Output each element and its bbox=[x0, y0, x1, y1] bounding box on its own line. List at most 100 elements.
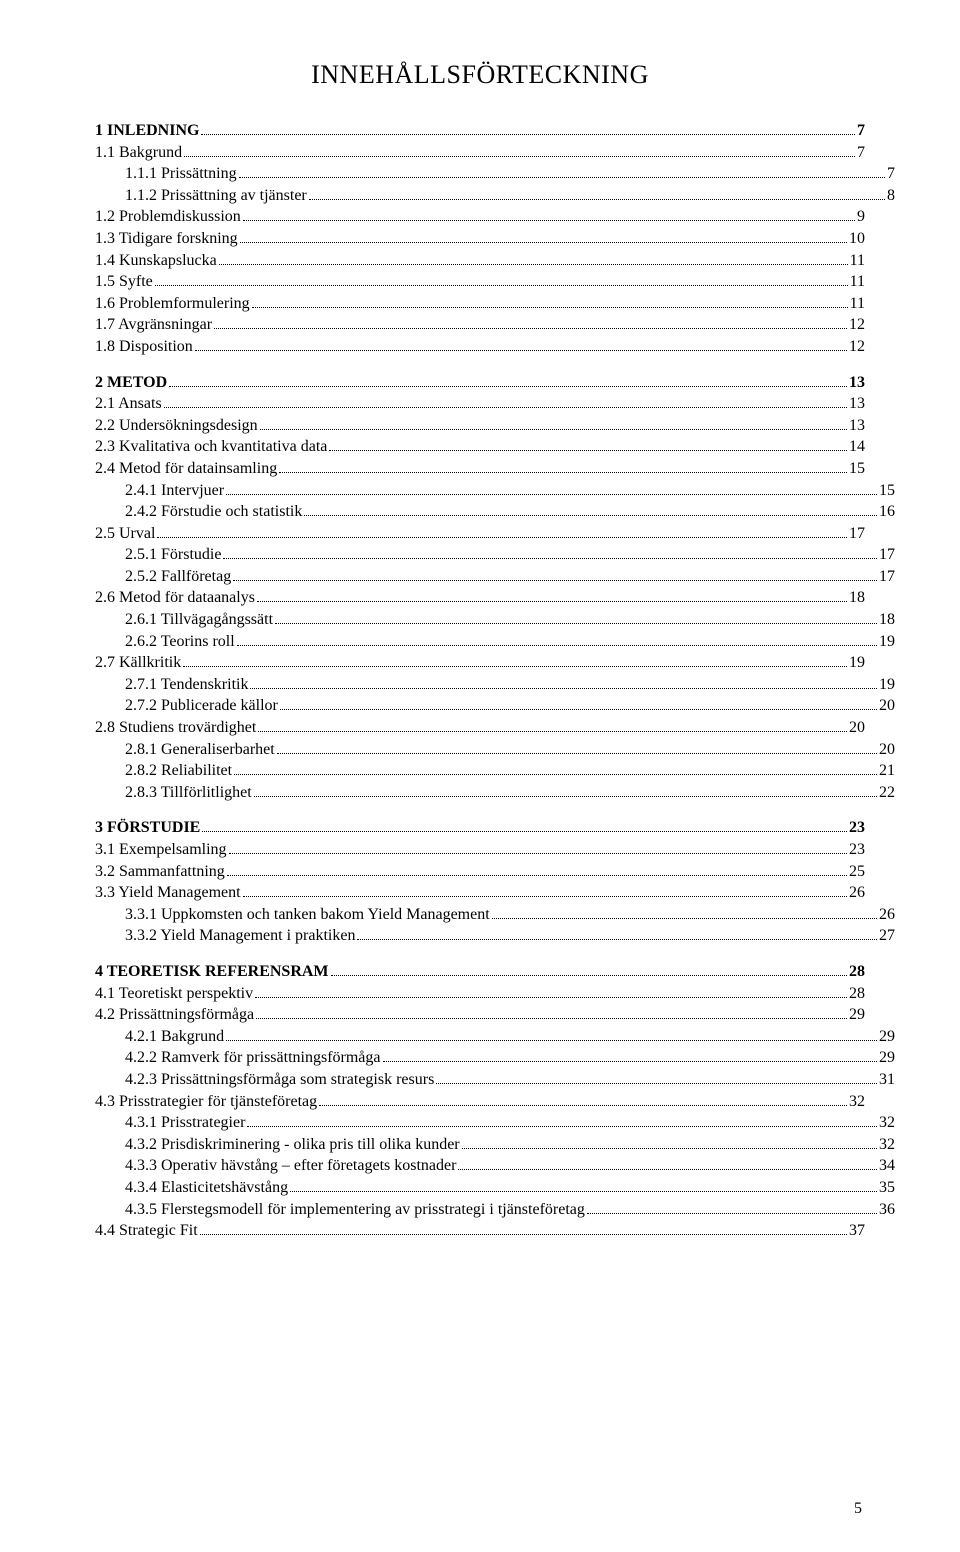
toc-label: 2.7.1 Tendenskritik bbox=[125, 674, 248, 696]
toc-label: 2.4.2 Förstudie och statistik bbox=[125, 501, 302, 523]
toc-label: 2.6.1 Tillvägagångssätt bbox=[125, 609, 273, 631]
toc-page: 10 bbox=[849, 228, 865, 250]
toc-dots bbox=[237, 645, 877, 646]
toc-page: 14 bbox=[849, 436, 865, 458]
toc-dots bbox=[492, 918, 877, 919]
toc-dots bbox=[331, 975, 847, 976]
toc-page: 7 bbox=[887, 163, 895, 185]
toc-dots bbox=[227, 875, 847, 876]
toc-dots bbox=[243, 896, 847, 897]
toc-label: 3.3.2 Yield Management i praktiken bbox=[125, 925, 355, 947]
toc-dots bbox=[234, 774, 877, 775]
spacer bbox=[95, 803, 865, 817]
toc-line: 4.2.1 Bakgrund29 bbox=[95, 1026, 895, 1048]
toc-label: 4.3.2 Prisdiskriminering - olika pris ti… bbox=[125, 1134, 460, 1156]
toc-line: 3.2 Sammanfattning25 bbox=[95, 861, 865, 883]
toc-label: 2.6 Metod för dataanalys bbox=[95, 587, 255, 609]
toc-line: 2.8.3 Tillförlitlighet22 bbox=[95, 782, 895, 804]
toc-page: 13 bbox=[849, 415, 865, 437]
toc-label: 1.1.2 Prissättning av tjänster bbox=[125, 185, 307, 207]
toc-dots bbox=[277, 753, 877, 754]
toc-label: 1.1.1 Prissättning bbox=[125, 163, 237, 185]
toc-label: 4.3.5 Flerstegsmodell för implementering… bbox=[125, 1199, 585, 1221]
toc-label: 4.2.3 Prissättningsförmåga som strategis… bbox=[125, 1069, 434, 1091]
toc-dots bbox=[240, 242, 847, 243]
toc-label: 2.1 Ansats bbox=[95, 393, 162, 415]
toc-label: 2.4.1 Intervjuer bbox=[125, 480, 224, 502]
toc-dots bbox=[164, 407, 847, 408]
toc-line: 1.4 Kunskapslucka11 bbox=[95, 250, 865, 272]
toc-line: 3.3 Yield Management26 bbox=[95, 882, 865, 904]
toc-line: 4.2.2 Ramverk för prissättningsförmåga29 bbox=[95, 1047, 895, 1069]
toc-page: 32 bbox=[849, 1091, 865, 1113]
toc-page: 18 bbox=[879, 609, 895, 631]
toc-line: 3.3.1 Uppkomsten och tanken bakom Yield … bbox=[95, 904, 895, 926]
toc-label: 4.3 Prisstrategier för tjänsteföretag bbox=[95, 1091, 317, 1113]
toc-page: 15 bbox=[849, 458, 865, 480]
toc-line: 2.2 Undersökningsdesign 13 bbox=[95, 415, 865, 437]
toc-dots bbox=[279, 472, 847, 473]
toc-label: 2.5 Urval bbox=[95, 523, 155, 545]
toc-line: 1.7 Avgränsningar12 bbox=[95, 314, 865, 336]
toc-label: 2.6.2 Teorins roll bbox=[125, 631, 235, 653]
toc-line: 2.5.1 Förstudie17 bbox=[95, 544, 895, 566]
toc-page: 29 bbox=[879, 1026, 895, 1048]
toc-line: 1.3 Tidigare forskning 10 bbox=[95, 228, 865, 250]
toc-label: 2.8.1 Generaliserbarhet bbox=[125, 739, 275, 761]
toc-label: 2.7 Källkritik bbox=[95, 652, 181, 674]
toc-dots bbox=[229, 853, 847, 854]
toc-line: 1 INLEDNING7 bbox=[95, 120, 865, 142]
toc-dots bbox=[290, 1191, 877, 1192]
spacer bbox=[95, 947, 865, 961]
page: INNEHÅLLSFÖRTECKNING 1 INLEDNING71.1 Bak… bbox=[0, 0, 960, 1552]
toc-title: INNEHÅLLSFÖRTECKNING bbox=[95, 60, 865, 90]
toc-page: 20 bbox=[879, 739, 895, 761]
toc-dots bbox=[183, 666, 847, 667]
toc-label: 3.3 Yield Management bbox=[95, 882, 241, 904]
toc-line: 2.4.1 Intervjuer 15 bbox=[95, 480, 895, 502]
toc-dots bbox=[255, 997, 847, 998]
toc-dots bbox=[219, 264, 848, 265]
toc-dots bbox=[200, 1234, 847, 1235]
toc-label: 4.1 Teoretiskt perspektiv bbox=[95, 983, 253, 1005]
toc-label: 1.3 Tidigare forskning bbox=[95, 228, 238, 250]
toc-page: 25 bbox=[849, 861, 865, 883]
toc-line: 1.1.1 Prissättning 7 bbox=[95, 163, 895, 185]
toc-dots bbox=[329, 450, 847, 451]
toc-label: 4.3.4 Elasticitetshävstång bbox=[125, 1177, 288, 1199]
toc-label: 4 TEORETISK REFERENSRAM bbox=[95, 961, 329, 983]
toc-label: 2.8 Studiens trovärdighet bbox=[95, 717, 256, 739]
toc-page: 15 bbox=[879, 480, 895, 502]
toc-page: 17 bbox=[879, 544, 895, 566]
toc-page: 36 bbox=[879, 1199, 895, 1221]
toc-page: 28 bbox=[849, 961, 865, 983]
toc-page: 28 bbox=[849, 983, 865, 1005]
toc-label: 1.8 Disposition bbox=[95, 336, 193, 358]
toc-line: 2.7.2 Publicerade källor 20 bbox=[95, 695, 895, 717]
toc-page: 13 bbox=[849, 393, 865, 415]
toc-page: 23 bbox=[849, 839, 865, 861]
toc-line: 4.3.5 Flerstegsmodell för implementering… bbox=[95, 1199, 895, 1221]
toc-label: 2.7.2 Publicerade källor bbox=[125, 695, 278, 717]
toc-label: 2.5.2 Fallföretag bbox=[125, 566, 231, 588]
toc-page: 11 bbox=[850, 271, 865, 293]
toc-line: 2.7 Källkritik 19 bbox=[95, 652, 865, 674]
toc-line: 4.1 Teoretiskt perspektiv 28 bbox=[95, 983, 865, 1005]
toc-line: 3.3.2 Yield Management i praktiken 27 bbox=[95, 925, 895, 947]
toc-label: 3.3.1 Uppkomsten och tanken bakom Yield … bbox=[125, 904, 490, 926]
toc-line: 3.1 Exempelsamling23 bbox=[95, 839, 865, 861]
toc-dots bbox=[252, 307, 848, 308]
toc-page: 20 bbox=[879, 695, 895, 717]
toc-line: 2.3 Kvalitativa och kvantitativa data14 bbox=[95, 436, 865, 458]
page-number: 5 bbox=[854, 1500, 862, 1518]
toc-line: 3 FÖRSTUDIE23 bbox=[95, 817, 865, 839]
toc-dots bbox=[239, 177, 885, 178]
toc-page: 19 bbox=[849, 652, 865, 674]
toc-page: 27 bbox=[879, 925, 895, 947]
toc-page: 34 bbox=[879, 1155, 895, 1177]
toc-line: 2.6.2 Teorins roll19 bbox=[95, 631, 895, 653]
toc-page: 22 bbox=[879, 782, 895, 804]
toc-dots bbox=[275, 623, 877, 624]
toc-label: 2.2 Undersökningsdesign bbox=[95, 415, 258, 437]
toc-label: 2 METOD bbox=[95, 372, 167, 394]
